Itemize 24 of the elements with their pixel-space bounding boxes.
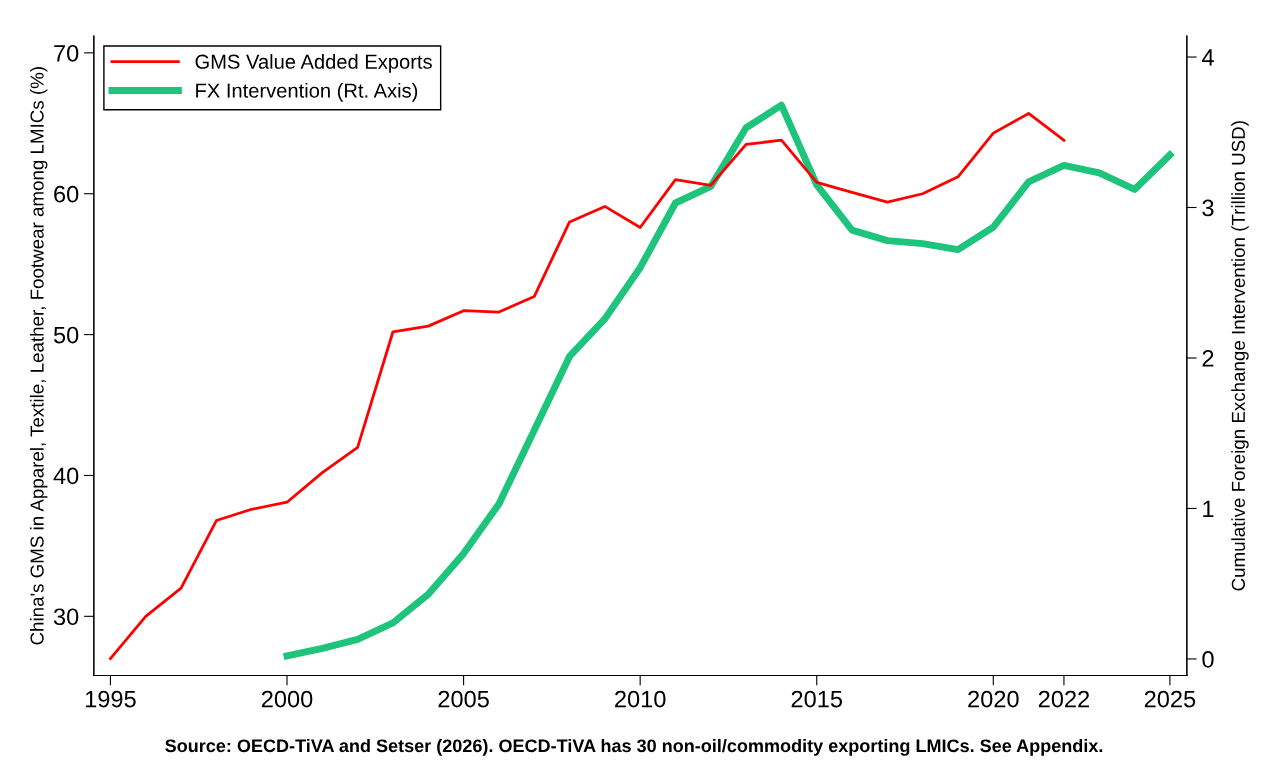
y2-tick-label: 2 — [1202, 350, 1214, 367]
line-series — [109, 112, 1066, 660]
source-note: Source: OECD-TiVA and Setser (2026). OECD-TiVA has 30 non-oil/commodity exporting LMICs. See Appendix. — [165, 738, 1103, 756]
y-axis-title: China's GMS in Apparel, Textile, Leather, Footwear among LMICs (%) — [29, 67, 48, 645]
y-tick-label: 30 — [53, 608, 79, 626]
y-tick-label: 50 — [53, 326, 79, 344]
x-tick-label: 2000 — [261, 690, 313, 708]
y-tick-label: 60 — [54, 185, 79, 203]
y2-tick-label: 4 — [1201, 49, 1214, 66]
legend-label: GMS Value Added Exports — [195, 54, 432, 73]
x-tick-label: 2015 — [791, 690, 843, 708]
y2-tick-label: 3 — [1202, 199, 1214, 217]
x-tick-label: 2025 — [1144, 690, 1196, 708]
x-tick-label: 1995 — [85, 690, 136, 708]
y2-tick-label: 0 — [1202, 651, 1214, 668]
x-tick-label: 2010 — [615, 690, 666, 708]
y-tick-label: 40 — [53, 467, 79, 485]
x-tick-label: 2005 — [438, 690, 489, 708]
y2-tick-label: 1 — [1203, 500, 1214, 518]
legend-label: FX Intervention (Rt. Axis) — [196, 82, 418, 102]
x-tick-label: 2022 — [1038, 690, 1090, 708]
x-tick-label: 2020 — [968, 690, 1019, 708]
y2-axis-title: Cumulative Foreign Exchange Intervention (Trillion USD) — [1231, 121, 1249, 591]
y-tick-label: 70 — [54, 44, 79, 62]
